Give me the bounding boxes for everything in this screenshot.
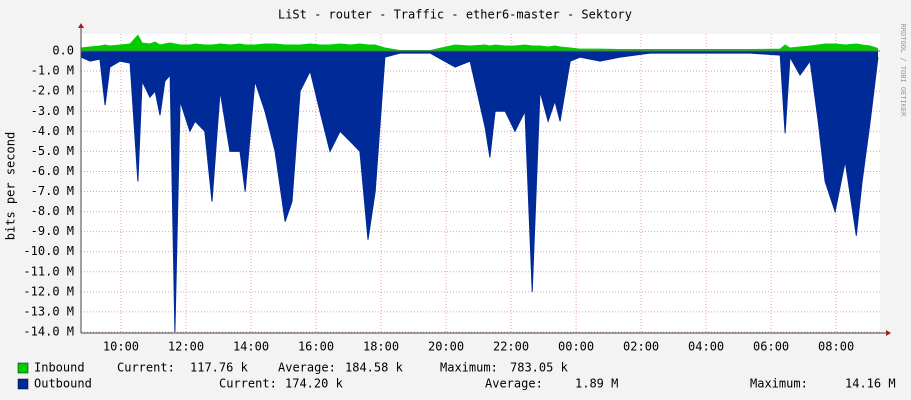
x-tick-label: 06:00 [753, 340, 789, 354]
stat-label: Maximum: [750, 377, 808, 391]
x-tick-label: 18:00 [363, 340, 399, 354]
x-tick-label: 02:00 [623, 340, 659, 354]
stat-value: 184.58 k [345, 361, 404, 375]
y-tick-label: -8.0 M [31, 204, 74, 218]
stat-value: 783.05 k [510, 361, 569, 375]
x-axis-arrow [886, 330, 891, 336]
series-line [80, 52, 879, 333]
stat-label: Average: [278, 361, 336, 375]
y-axis-label: bits per second [4, 132, 18, 240]
x-tick-label: 00:00 [558, 340, 594, 354]
area-fill [81, 35, 879, 52]
stat-label: Current: [117, 361, 175, 375]
stat-label: Maximum: [440, 361, 498, 375]
y-tick-label: -5.0 M [31, 144, 74, 158]
x-tick-label: 22:00 [493, 340, 529, 354]
y-tick-label: -2.0 M [31, 84, 74, 98]
legend-swatch [17, 378, 29, 390]
legend-swatch [17, 362, 29, 374]
y-tick-label: -6.0 M [31, 164, 74, 178]
stat-value: 14.16 M [845, 377, 896, 391]
stat-label: Average: [485, 377, 543, 391]
y-tick-label: -3.0 M [31, 104, 74, 118]
stat-value: 117.76 k [190, 361, 249, 375]
legend-label: Inbound [34, 361, 85, 375]
legend-label: Outbound [34, 377, 92, 391]
x-tick-label: 08:00 [818, 340, 854, 354]
area-fill [81, 51, 879, 333]
y-tick-label: -13.0 M [23, 304, 74, 318]
side-note: RRDTOOL / TOBI OETIKER [899, 24, 907, 118]
y-tick-label: -12.0 M [23, 284, 74, 298]
y-tick-label: -7.0 M [31, 184, 74, 198]
y-tick-label: -10.0 M [23, 244, 74, 258]
x-tick-label: 16:00 [298, 340, 334, 354]
y-tick-label: -4.0 M [31, 124, 74, 138]
x-tick-label: 20:00 [428, 340, 464, 354]
x-tick-label: 10:00 [103, 340, 139, 354]
chart-title: LiSt - router - Traffic - ether6-master … [278, 8, 632, 22]
stat-label: Current: [219, 377, 277, 391]
y-tick-label: 0.0 [52, 44, 74, 58]
x-tick-label: 12:00 [168, 340, 204, 354]
y-tick-label: -9.0 M [31, 224, 74, 238]
y-tick-label: -11.0 M [23, 264, 74, 278]
y-axis-arrow [78, 23, 84, 28]
y-tick-label: -1.0 M [31, 64, 74, 78]
x-tick-label: 14:00 [233, 340, 269, 354]
stat-value: 1.89 M [575, 377, 618, 391]
x-tick-label: 04:00 [688, 340, 724, 354]
stat-value: 174.20 k [285, 377, 344, 391]
series-line [80, 34, 879, 51]
y-tick-label: -14.0 M [23, 324, 74, 338]
